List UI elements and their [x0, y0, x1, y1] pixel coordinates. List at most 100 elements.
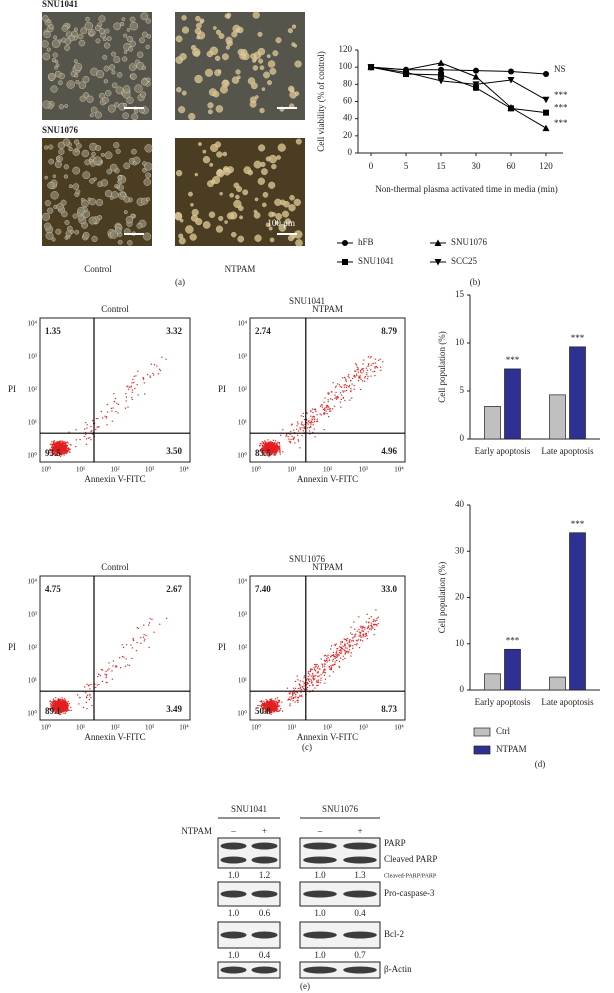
quadrant-value: 83.5	[255, 448, 271, 458]
event-dot	[276, 446, 278, 449]
event-dot	[267, 705, 270, 707]
cell	[120, 21, 125, 27]
event-dot	[270, 699, 272, 701]
event-dot	[271, 450, 273, 452]
event-dot	[309, 427, 311, 429]
quadrant-value: 3.32	[166, 326, 182, 336]
event-dot	[336, 397, 338, 399]
event-dot	[85, 443, 87, 445]
event-dot	[335, 643, 337, 645]
event-dot	[308, 680, 311, 683]
event-dot	[67, 704, 69, 707]
event-dot	[263, 703, 265, 705]
event-dot	[61, 703, 63, 705]
event-dot	[264, 703, 266, 705]
cell	[51, 39, 61, 48]
cell	[48, 144, 54, 150]
event-dot	[360, 631, 362, 634]
event-dot	[69, 451, 71, 453]
cell	[223, 168, 231, 176]
event-dot	[316, 418, 318, 420]
x-tick-label: 10⁴	[394, 724, 404, 732]
event-dot	[370, 629, 372, 631]
event-dot	[344, 378, 347, 380]
cell	[144, 162, 153, 171]
event-dot	[301, 421, 303, 423]
event-dot	[312, 685, 314, 687]
event-dot	[271, 448, 274, 450]
cell	[58, 104, 64, 110]
y-tick-label: 80	[343, 78, 353, 88]
cell	[220, 85, 228, 94]
y-tick-label: 10¹	[238, 677, 247, 685]
marker	[438, 66, 444, 73]
event-dot	[264, 707, 266, 710]
event-dot	[112, 407, 114, 409]
legend-label: SCC25	[451, 256, 478, 266]
series-line	[370, 66, 547, 114]
event-dot	[345, 386, 348, 388]
event-dot	[291, 696, 293, 698]
event-dot	[87, 437, 90, 439]
event-dot	[282, 429, 284, 431]
event-dot	[362, 636, 364, 638]
legend-label: SNU1076	[451, 237, 488, 247]
cell	[102, 37, 107, 42]
event-dot	[65, 706, 67, 708]
event-dot	[62, 448, 64, 450]
event-dot	[267, 444, 269, 447]
event-dot	[127, 385, 129, 387]
event-dot	[53, 450, 56, 452]
event-dot	[64, 704, 66, 706]
event-dot	[131, 382, 133, 384]
quadrant-value: 89.1	[45, 706, 61, 716]
event-dot	[61, 700, 64, 702]
event-dot	[351, 383, 353, 385]
x-tick-label: 10¹	[287, 466, 296, 474]
cell	[54, 160, 62, 168]
cell	[115, 148, 121, 154]
event-dot	[125, 392, 127, 395]
event-dot	[374, 366, 376, 368]
event-dot	[50, 704, 52, 706]
event-dot	[272, 708, 274, 710]
event-dot	[312, 412, 314, 414]
event-dot	[337, 654, 339, 656]
cell	[129, 21, 139, 31]
event-dot	[105, 681, 107, 683]
y-tick-label: 10	[455, 638, 465, 648]
event-dot	[143, 624, 145, 626]
event-dot	[63, 708, 65, 710]
event-dot	[370, 364, 372, 366]
event-dot	[278, 710, 280, 712]
event-dot	[98, 683, 100, 686]
cell	[143, 232, 152, 241]
event-dot	[364, 626, 366, 628]
cell	[259, 107, 265, 114]
event-dot	[265, 449, 267, 452]
event-dot	[338, 660, 341, 663]
event-dot	[59, 451, 61, 453]
event-dot	[271, 698, 273, 700]
band	[251, 856, 278, 864]
event-dot	[75, 446, 77, 448]
event-dot	[332, 651, 335, 653]
cell	[238, 205, 244, 212]
cell	[219, 191, 223, 196]
cell	[44, 175, 48, 180]
ratio-value: 0.6	[259, 908, 271, 918]
cell	[210, 179, 216, 184]
event-dot	[272, 449, 274, 451]
cell	[95, 145, 102, 152]
event-dot	[332, 654, 335, 656]
cell	[82, 75, 90, 83]
ratio-value: 1.2	[259, 870, 270, 880]
event-dot	[313, 668, 316, 670]
cell	[274, 220, 279, 225]
event-dot	[60, 704, 63, 706]
flow-plot-label: NTPAM	[312, 304, 343, 314]
event-dot	[350, 388, 352, 390]
event-dot	[268, 702, 270, 704]
event-dot	[265, 707, 267, 709]
y-tick-label: 20	[343, 130, 353, 140]
